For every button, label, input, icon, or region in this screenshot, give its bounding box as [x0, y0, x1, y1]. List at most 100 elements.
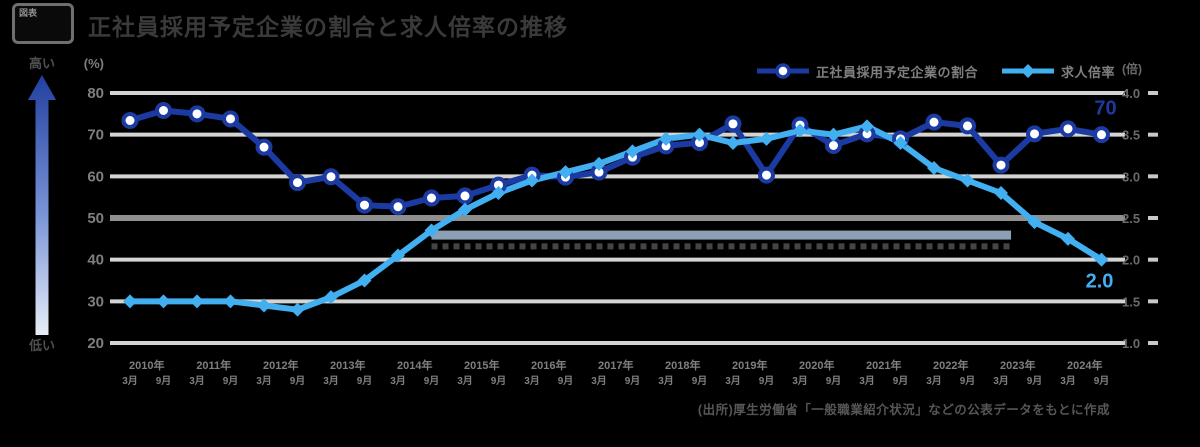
- y-axis-right-unit: (倍): [1122, 61, 1142, 76]
- data-point-circle: [356, 196, 373, 214]
- data-point-diamond: [458, 202, 472, 217]
- data-point-circle: [121, 112, 139, 129]
- x-axis-year-label: 2013年: [330, 358, 365, 372]
- x-axis-year-label: 2018年: [665, 358, 700, 372]
- data-point-diamond: [759, 131, 774, 146]
- x-axis-month-label: 9月: [826, 375, 842, 387]
- data-point-circle: [188, 105, 206, 123]
- x-axis-year-label: 2022年: [933, 358, 968, 372]
- data-point-diamond: [960, 173, 975, 188]
- data-point-circle: [155, 102, 172, 119]
- data-point-diamond: [156, 294, 171, 309]
- source-note: (出所)厚生労働省「一般職業紹介状況」などの公表データをもとに作成: [697, 403, 1110, 417]
- data-point-diamond: [726, 136, 740, 150]
- y-axis-right-tick-label: 1.5: [1122, 294, 1140, 309]
- legend-label-ratio-right: 求人倍率: [1061, 64, 1116, 80]
- x-axis-month-label: 3月: [524, 375, 540, 387]
- data-point-circle: [222, 110, 239, 128]
- data-point-diamond: [1061, 231, 1075, 246]
- y-axis-left-tick-label: 80: [87, 85, 104, 102]
- x-axis-month-label: 9月: [692, 375, 708, 387]
- x-axis-month-label: 3月: [859, 375, 875, 387]
- x-axis-month-label: 9月: [558, 375, 574, 387]
- x-axis-month-label: 9月: [1094, 375, 1110, 387]
- x-axis-month-label: 9月: [223, 375, 239, 387]
- y-axis-right-tick-label: 4.0: [1122, 86, 1140, 101]
- data-point-diamond: [558, 165, 573, 180]
- data-point-diamond: [692, 127, 707, 142]
- x-axis-year-label: 2010年: [129, 358, 164, 372]
- direction-arrow-bottom-label: 低い: [28, 338, 55, 353]
- data-point-diamond: [491, 186, 506, 200]
- data-point-circle: [959, 117, 976, 135]
- data-point-circle: [758, 166, 775, 184]
- publisher-logo-text: 図表: [19, 8, 38, 18]
- data-point-diamond: [525, 173, 539, 188]
- x-axis-year-label: 2014年: [397, 358, 432, 372]
- data-point-circle: [255, 138, 273, 156]
- data-point-circle: [992, 156, 1010, 174]
- x-axis-year-label: 2024年: [1067, 358, 1102, 372]
- direction-arrow-top-label: 高い: [29, 56, 55, 71]
- data-point-diamond: [860, 119, 874, 134]
- y-axis-left-unit: (%): [84, 56, 104, 71]
- page-title: 正社員採用予定企業の割合と求人倍率の推移: [88, 14, 568, 40]
- x-axis-month-label: 3月: [993, 375, 1009, 387]
- x-axis-month-label: 9月: [960, 375, 976, 387]
- x-axis-year-label: 2012年: [263, 358, 298, 372]
- direction-arrow-head-icon: [28, 75, 56, 100]
- data-point-circle: [322, 168, 340, 186]
- data-point-diamond: [592, 156, 606, 171]
- data-point-diamond: [994, 186, 1008, 200]
- y-axis-right-tick-label: 3.5: [1122, 128, 1140, 143]
- data-point-diamond: [190, 294, 204, 309]
- legend-marker-circle-icon: [757, 63, 809, 79]
- data-point-circle: [1093, 126, 1110, 144]
- data-point-diamond: [927, 161, 941, 175]
- data-point-diamond: [793, 123, 807, 138]
- x-axis-month-label: 9月: [759, 375, 775, 387]
- y-axis-right-tick-label: 1.0: [1122, 336, 1140, 351]
- x-axis-month-label: 3月: [189, 375, 205, 387]
- data-point-diamond: [826, 127, 841, 142]
- x-axis-month-label: 3月: [1060, 375, 1076, 387]
- y-axis-left-tick-label: 30: [87, 293, 104, 310]
- reference-band: [431, 230, 1012, 240]
- data-point-diamond: [424, 223, 439, 238]
- x-axis-year-label: 2017年: [598, 358, 633, 372]
- x-axis-month-label: 3月: [122, 375, 138, 387]
- data-point-circle: [456, 187, 474, 205]
- data-point-diamond: [391, 248, 405, 263]
- x-axis-month-label: 3月: [926, 375, 942, 387]
- data-point-diamond: [1094, 252, 1109, 267]
- legend-item-ratio-left: 正社員採用予定企業の割合: [755, 62, 978, 81]
- x-axis-year-label: 2019年: [732, 358, 767, 372]
- y-axis-left-tick-label: 50: [87, 210, 104, 227]
- x-axis-month-label: 3月: [725, 375, 741, 387]
- x-axis-month-label: 9月: [424, 375, 440, 387]
- x-axis-year-label: 2023年: [1000, 358, 1035, 372]
- legend-item-ratio-right: 求人倍率: [1000, 62, 1115, 81]
- x-axis-month-label: 3月: [256, 375, 272, 387]
- data-point-diamond: [257, 298, 271, 313]
- x-axis-month-label: 9月: [491, 375, 507, 387]
- y-axis-left-tick-label: 20: [87, 335, 104, 352]
- y-axis-right-tick-label: 2.5: [1122, 211, 1140, 226]
- y-axis-left-tick-label: 70: [87, 127, 104, 144]
- data-point-diamond: [659, 131, 673, 146]
- data-point-circle: [289, 174, 306, 192]
- legend-marker-diamond-icon: [1002, 64, 1055, 78]
- x-axis-year-label: 2016年: [531, 358, 566, 372]
- end-value-annotation: 2.0: [1086, 271, 1114, 293]
- data-point-diamond: [123, 294, 137, 309]
- data-point-diamond: [223, 294, 238, 309]
- x-axis-year-label: 2021年: [866, 358, 901, 372]
- x-axis-month-label: 3月: [323, 375, 339, 387]
- x-axis-month-label: 3月: [591, 375, 607, 387]
- data-point-diamond: [357, 273, 372, 288]
- x-axis-year-label: 2015年: [464, 358, 499, 372]
- x-axis-month-label: 3月: [390, 375, 406, 387]
- x-axis-month-label: 9月: [625, 375, 641, 387]
